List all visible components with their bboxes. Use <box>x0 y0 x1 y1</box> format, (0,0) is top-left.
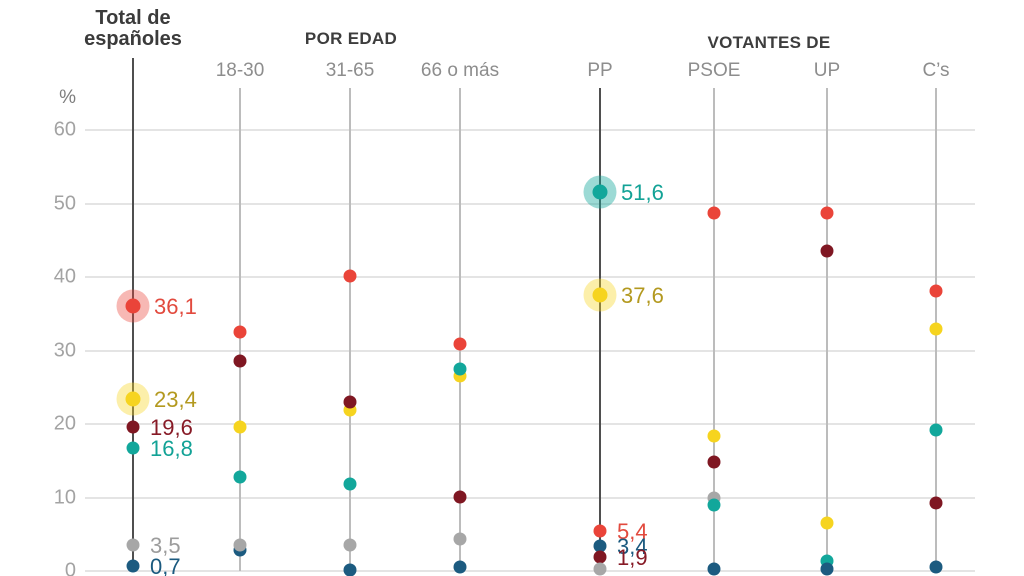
column-line-votantes-pp <box>599 88 601 571</box>
column-label-edad-31-65: 31-65 <box>325 60 375 81</box>
data-point-votantes-pp-yellow <box>592 287 608 303</box>
data-point-votantes-psoe-navy <box>707 562 721 576</box>
gridline-10 <box>85 496 975 499</box>
data-point-edad-31-65-navy <box>343 563 357 576</box>
value-label-total-yellow: 23,4 <box>154 387 197 413</box>
value-label-votantes-pp-navy: 3,4 <box>617 534 648 560</box>
data-point-edad-66-mas-teal <box>453 362 467 376</box>
column-title-total-line2: españoles <box>84 28 182 50</box>
data-point-edad-31-65-maroon <box>343 395 357 409</box>
column-title-total: Total de españoles <box>84 8 182 50</box>
group-header-por-edad: POR EDAD <box>304 29 398 48</box>
data-point-edad-66-mas-navy <box>453 560 467 574</box>
y-tick-label-40: 40 <box>53 265 76 288</box>
data-point-votantes-psoe-yellow <box>707 429 721 443</box>
data-point-votantes-psoe-teal <box>707 498 721 512</box>
column-line-total <box>132 58 134 571</box>
data-point-edad-66-mas-maroon <box>453 490 467 504</box>
value-label-total-teal: 16,8 <box>150 435 193 461</box>
data-point-votantes-up-yellow <box>820 516 834 530</box>
y-tick-label-30: 30 <box>53 339 76 362</box>
value-label-total-navy: 0,7 <box>150 553 181 576</box>
gridline-0 <box>85 570 975 572</box>
data-point-edad-66-mas-gray <box>453 532 467 546</box>
data-point-edad-18-30-teal <box>233 470 247 484</box>
data-point-votantes-pp-navy <box>593 539 607 553</box>
gridline-40 <box>85 276 975 279</box>
column-label-edad-18-30: 18-30 <box>215 60 265 81</box>
column-label-votantes-pp: PP <box>587 60 613 81</box>
data-point-votantes-cs-yellow <box>929 322 943 336</box>
data-point-edad-18-30-maroon <box>233 354 247 368</box>
data-point-votantes-up-red <box>820 206 834 220</box>
column-line-votantes-up <box>826 88 828 571</box>
data-point-votantes-up-maroon <box>820 244 834 258</box>
data-point-votantes-cs-maroon <box>929 496 943 510</box>
data-point-edad-18-30-gray <box>233 538 247 552</box>
value-label-votantes-pp-teal: 51,6 <box>621 179 664 205</box>
data-point-votantes-cs-navy <box>929 560 943 574</box>
data-point-total-maroon <box>126 420 140 434</box>
data-point-votantes-psoe-maroon <box>707 455 721 469</box>
data-point-total-yellow <box>125 391 141 407</box>
column-line-edad-66-mas <box>459 88 461 571</box>
y-tick-label-60: 60 <box>53 118 76 141</box>
value-label-total-red: 36,1 <box>154 293 197 319</box>
data-point-votantes-up-navy <box>820 562 834 576</box>
gridline-60 <box>85 129 975 132</box>
data-point-edad-66-mas-red <box>453 337 467 351</box>
data-point-total-teal <box>126 441 140 455</box>
data-point-votantes-pp-gray <box>593 562 607 576</box>
data-point-total-navy <box>126 559 140 573</box>
data-point-total-red <box>125 298 141 314</box>
value-label-votantes-pp-red: 5,4 <box>617 519 648 545</box>
column-label-votantes-cs: C’s <box>922 60 950 81</box>
data-point-votantes-psoe-red <box>707 206 721 220</box>
y-tick-label-10: 10 <box>53 486 76 509</box>
data-point-votantes-cs-red <box>929 284 943 298</box>
gridline-30 <box>85 349 975 352</box>
y-tick-label-50: 50 <box>53 192 76 215</box>
data-point-edad-18-30-red <box>233 325 247 339</box>
gridline-50 <box>85 202 975 205</box>
column-label-votantes-up: UP <box>813 60 841 81</box>
value-label-votantes-pp-maroon: 1,9 <box>617 545 648 571</box>
value-label-total-maroon: 19,6 <box>150 415 193 441</box>
data-point-edad-31-65-teal <box>343 477 357 491</box>
y-axis-unit-label: % <box>59 87 76 108</box>
column-label-edad-66-mas: 66 o más <box>420 60 500 81</box>
data-point-votantes-cs-teal <box>929 423 943 437</box>
data-point-edad-31-65-red <box>343 269 357 283</box>
value-label-votantes-pp-yellow: 37,6 <box>621 282 664 308</box>
data-point-votantes-pp-teal <box>592 184 608 200</box>
y-tick-label-0: 0 <box>64 559 76 576</box>
y-tick-label-20: 20 <box>53 412 76 435</box>
data-point-votantes-pp-red <box>593 524 607 538</box>
group-header-votantes-de: VOTANTES DE <box>707 33 831 52</box>
data-point-votantes-pp-maroon <box>593 550 607 564</box>
data-point-edad-31-65-gray <box>343 538 357 552</box>
column-line-edad-31-65 <box>349 88 351 571</box>
column-title-total-line1: Total de <box>95 7 171 29</box>
column-line-votantes-psoe <box>713 88 715 571</box>
column-label-votantes-psoe: PSOE <box>687 60 741 81</box>
gridline-20 <box>85 423 975 426</box>
data-point-total-gray <box>126 538 140 552</box>
data-point-edad-18-30-yellow <box>233 420 247 434</box>
value-label-total-gray: 3,5 <box>150 533 181 559</box>
